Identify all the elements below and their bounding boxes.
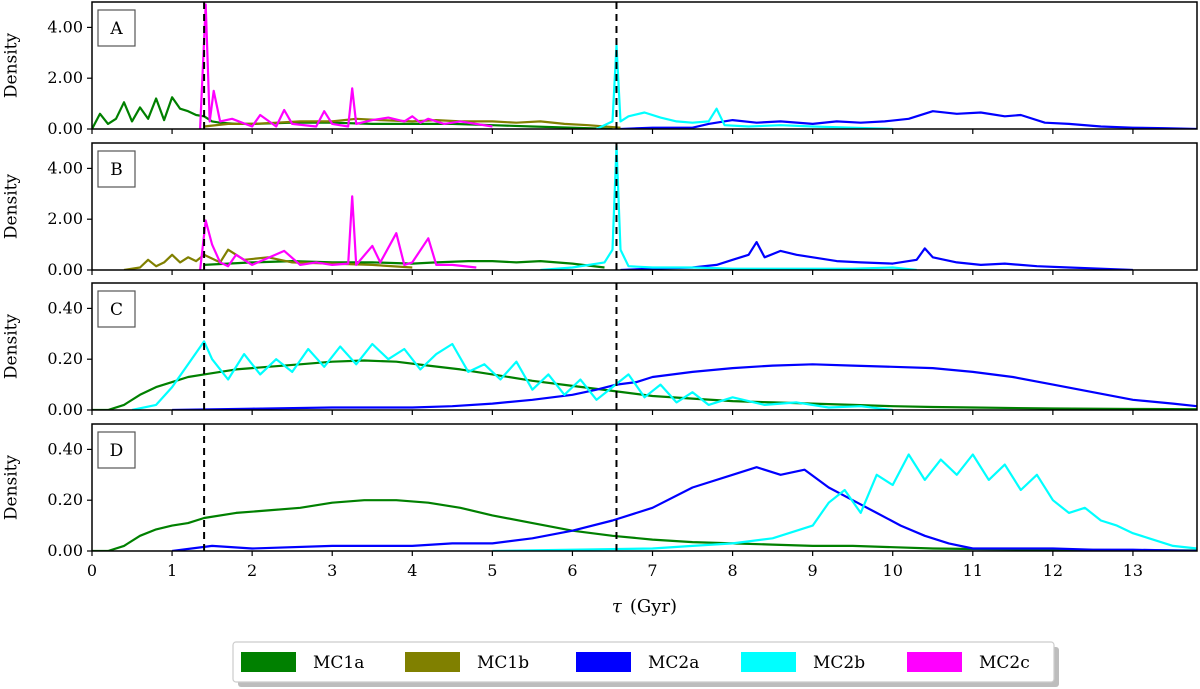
x-tick-label: 8 — [727, 561, 737, 580]
legend: MC1a MC1b MC2a MC2b MC2c — [232, 641, 1059, 687]
legend-label-MC1a: MC1a — [313, 653, 364, 673]
y-tick-label: 2.00 — [47, 68, 83, 87]
x-tick-label: 2 — [247, 561, 257, 580]
y-tick-label: 0.40 — [47, 439, 83, 458]
y-tick-label: 2.00 — [47, 209, 83, 228]
series-line-MC2a — [171, 466, 1197, 551]
panel-label: C — [110, 300, 123, 320]
series-line-MC1b — [203, 117, 621, 129]
axes-frame — [91, 423, 1198, 552]
legend-label-MC2b: MC2b — [813, 653, 865, 673]
x-tick-label: 3 — [327, 561, 337, 580]
x-tick-label: 1 — [167, 561, 177, 580]
series-line-MC1a — [92, 359, 1197, 410]
legend-swatch-MC1a — [241, 652, 296, 672]
panel-label-box — [97, 150, 136, 188]
legend-label-MC1b: MC1b — [477, 653, 529, 673]
panel-D-series — [92, 453, 1197, 551]
panel-B: 0.00 2.00 4.00 Density B — [2, 142, 1198, 279]
legend-swatch-MC2c — [907, 652, 962, 672]
y-tick-label: 0.00 — [47, 260, 83, 279]
legend-label-MC2c: MC2c — [979, 653, 1030, 673]
series-line-MC2b — [596, 44, 893, 129]
panel-label-box — [97, 9, 136, 47]
y-tick-label: 0.00 — [47, 119, 83, 138]
series-line-MC1b — [123, 248, 413, 270]
y-tick-label: 4.00 — [47, 158, 83, 177]
x-axis-unit: (Gyr) — [630, 596, 677, 617]
series-line-MC2a — [620, 110, 1197, 129]
x-tick-label: 7 — [647, 561, 657, 580]
legend-swatch-MC1b — [405, 652, 460, 672]
panel-label: A — [109, 19, 123, 39]
legend-label-MC2a: MC2a — [648, 653, 699, 673]
panel-label-box — [97, 290, 136, 328]
y-tick-label: 0.20 — [47, 490, 83, 509]
y-tick-label: 0.20 — [47, 349, 83, 368]
x-tick-label: 5 — [487, 561, 497, 580]
panel-C-series — [92, 340, 1197, 410]
axes-frame — [91, 1, 1198, 130]
axes-frame — [91, 142, 1198, 271]
series-line-MC2a — [620, 241, 1133, 270]
series-line-MC2b — [540, 144, 917, 270]
x-axis-label: τ (Gyr) — [612, 596, 677, 617]
series-line-MC1a — [92, 96, 613, 129]
x-tick-label: 4 — [407, 561, 417, 580]
series-line-MC2c — [199, 3, 493, 129]
y-tick-label: 0.00 — [47, 541, 83, 560]
y-tick-label: 4.00 — [47, 17, 83, 36]
legend-swatch-MC2b — [741, 652, 796, 672]
y-tick-label: 0.00 — [47, 400, 83, 419]
y-axis-label: Density — [2, 454, 22, 520]
x-axis-symbol: τ — [612, 596, 623, 617]
series-line-MC2c — [199, 195, 477, 270]
x-tick-label: 0 — [87, 561, 97, 580]
axes-frame — [91, 282, 1198, 411]
legend-swatch-MC2a — [576, 652, 631, 672]
x-tick-label: 6 — [567, 561, 577, 580]
x-tick-label: 11 — [963, 561, 983, 580]
x-tick-label: 9 — [808, 561, 818, 580]
panel-label-box — [97, 431, 136, 469]
panel-B-series — [123, 144, 1133, 270]
x-tick-label: 10 — [883, 561, 903, 580]
panel-label: B — [110, 160, 123, 180]
x-tick-label: 12 — [1043, 561, 1063, 580]
series-line-MC1a — [92, 499, 1197, 551]
series-line-MC2a — [172, 363, 1197, 410]
y-axis-label: Density — [2, 32, 22, 98]
y-tick-label: 0.40 — [47, 298, 83, 317]
panel-label: D — [110, 441, 124, 461]
panel-C: 0.00 0.20 0.40 Density C — [2, 282, 1198, 419]
series-line-MC2b — [131, 340, 893, 410]
panel-D: 0.00 0.20 0.40 Density D — [2, 423, 1198, 560]
y-axis-label: Density — [2, 313, 22, 379]
series-line-MC2b — [492, 453, 1197, 551]
panel-A-series — [92, 3, 1197, 129]
x-tick-label: 13 — [1123, 561, 1143, 580]
panel-A: 0.00 2.00 4.00 Density A — [2, 1, 1198, 138]
y-axis-label: Density — [2, 173, 22, 239]
